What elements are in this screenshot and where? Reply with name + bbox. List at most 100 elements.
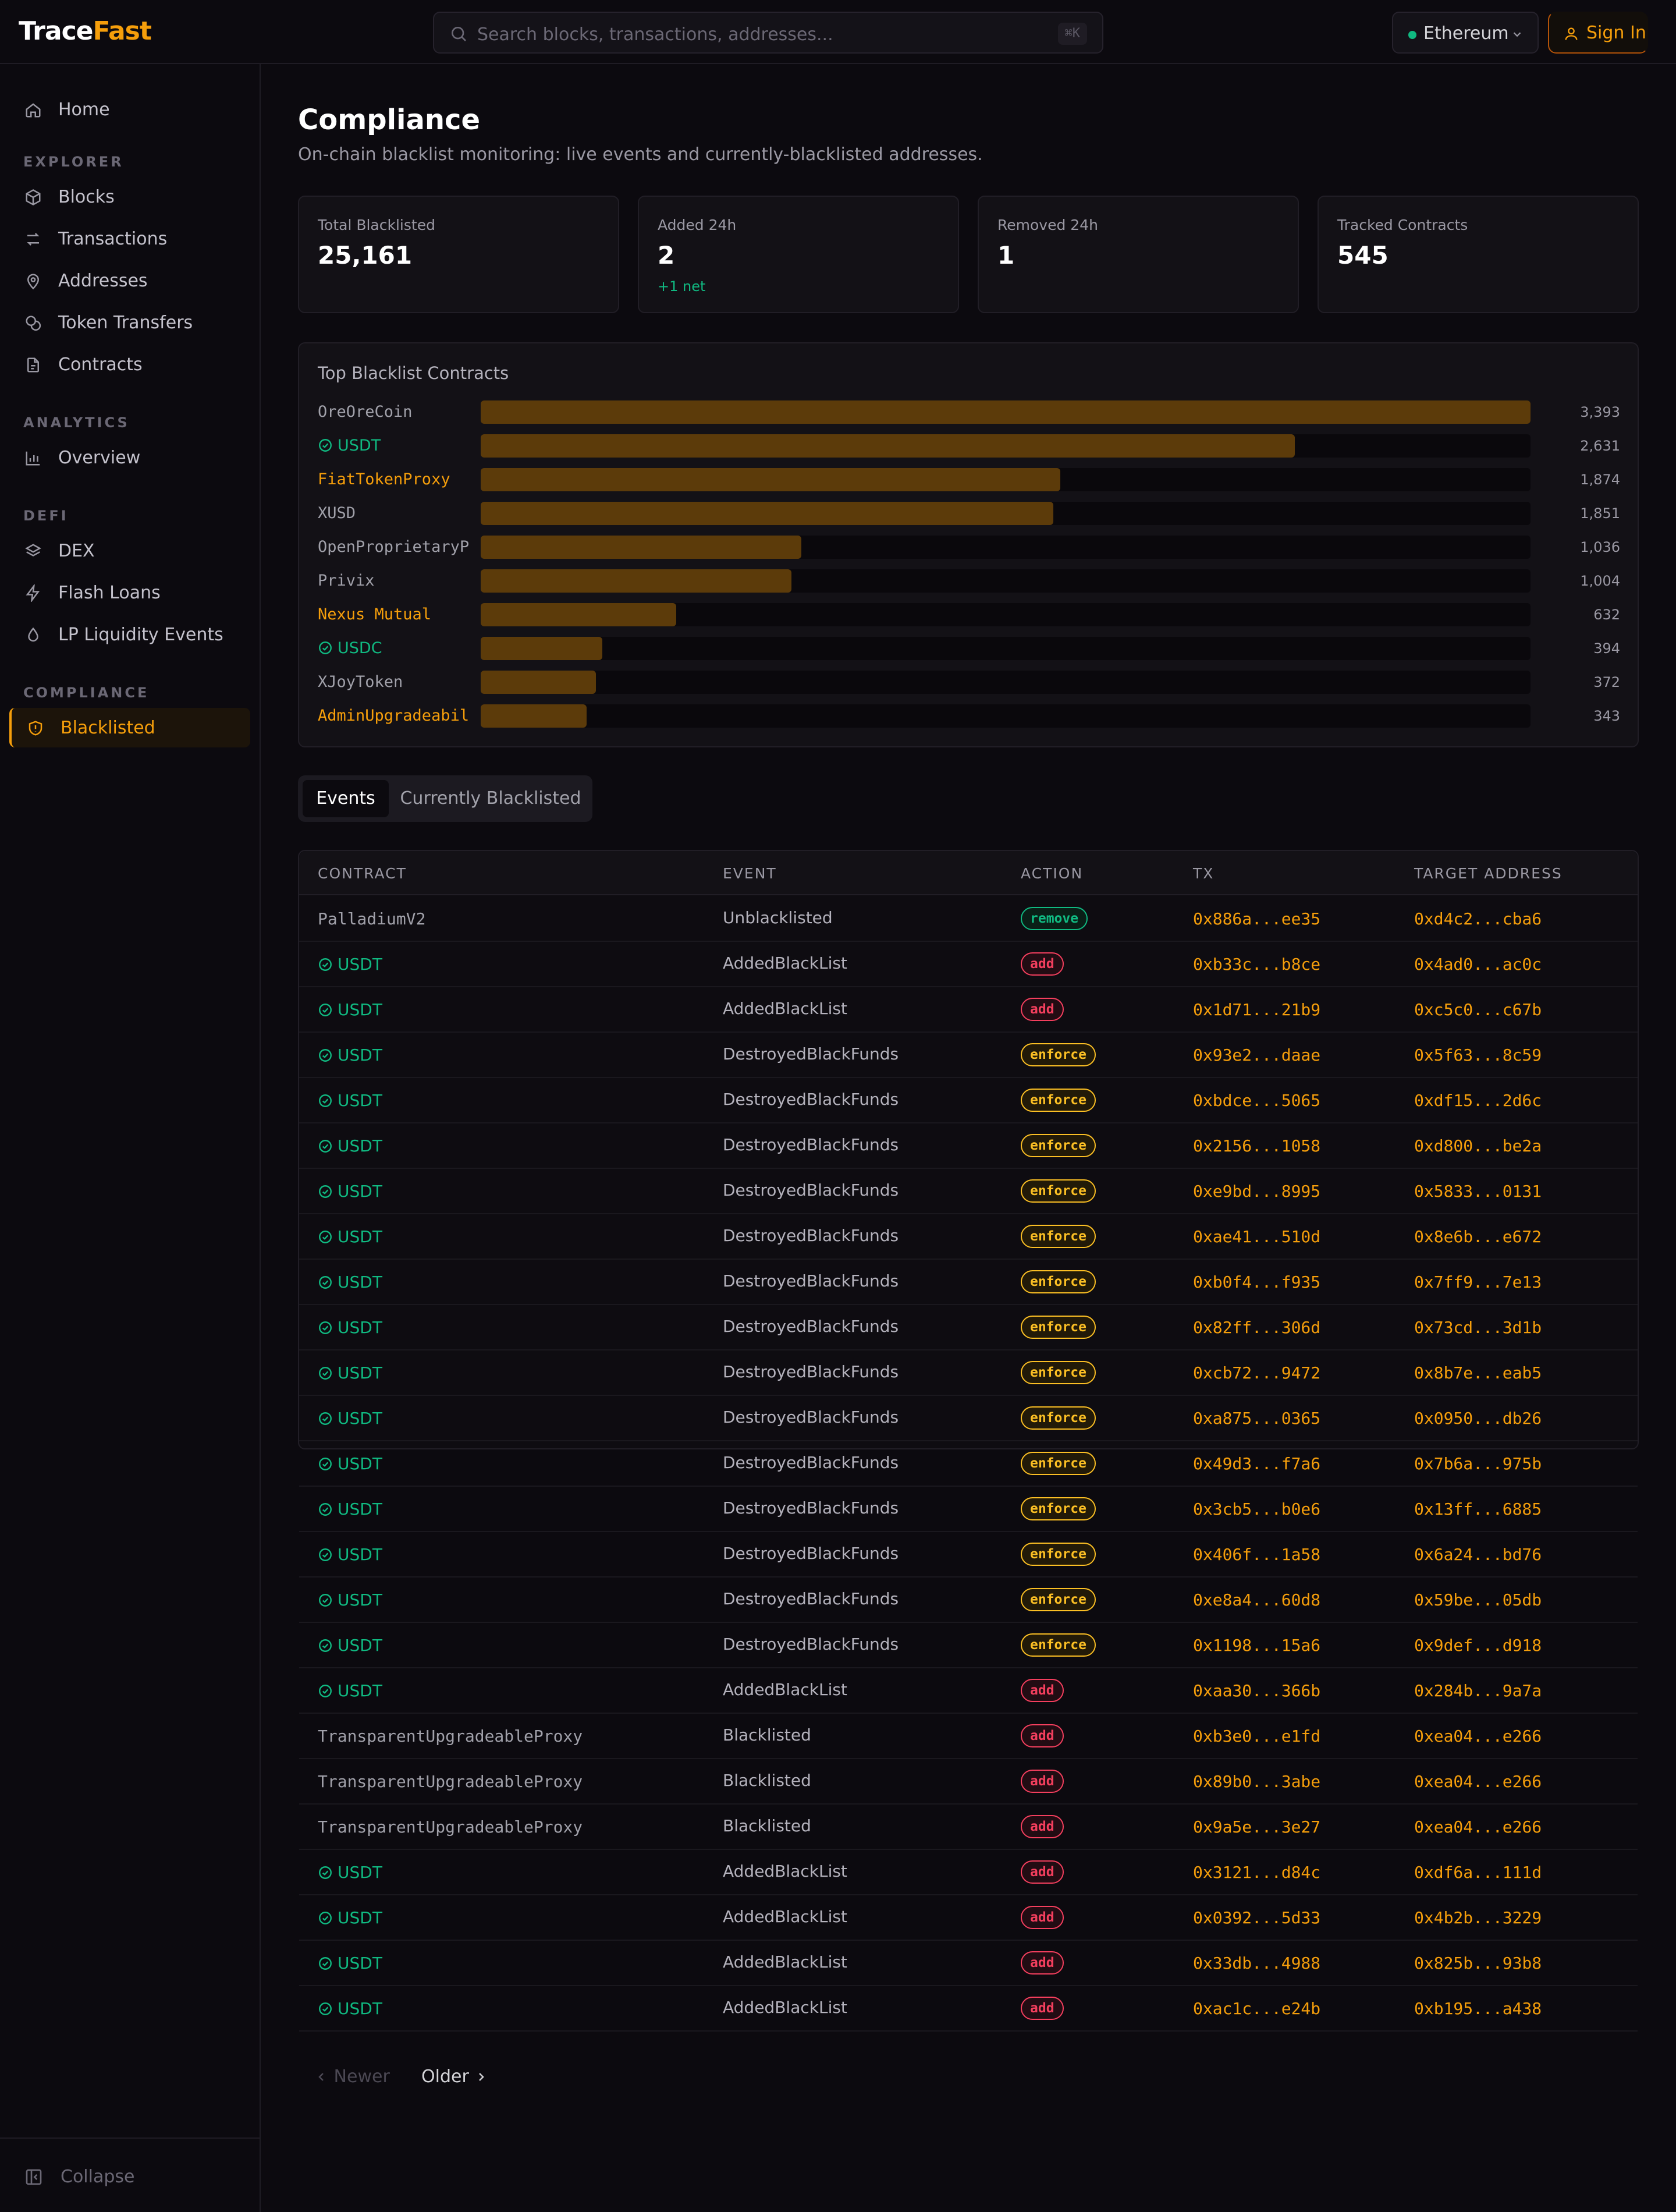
cell-target-address-link[interactable]: 0x4ad0...ac0c — [1414, 955, 1542, 974]
table-row[interactable]: USDT DestroyedBlackFunds enforce 0xbdce...5… — [299, 1078, 1638, 1123]
cell-tx-link[interactable]: 0xae41...510d — [1193, 1227, 1321, 1246]
cell-contract[interactable]: USDT — [318, 1500, 382, 1519]
sign-in-button[interactable]: Sign In — [1548, 12, 1648, 54]
chart-bar-row[interactable]: AdminUpgradeabil 343 — [299, 702, 1638, 730]
cell-contract[interactable]: TransparentUpgradeableProxy — [318, 1727, 583, 1746]
cell-target-address-link[interactable]: 0x59be...05db — [1414, 1590, 1542, 1610]
table-row[interactable]: PalladiumV2 Unblacklisted remove 0x886a...e… — [299, 896, 1638, 942]
table-row[interactable]: USDT DestroyedBlackFunds enforce 0x93e2...d… — [299, 1033, 1638, 1078]
chart-bar-row[interactable]: USDT 2,631 — [299, 432, 1638, 460]
cell-target-address-link[interactable]: 0x8e6b...e672 — [1414, 1227, 1542, 1246]
cell-tx-link[interactable]: 0x886a...ee35 — [1193, 909, 1321, 928]
table-row[interactable]: USDT DestroyedBlackFunds enforce 0x82ff...3… — [299, 1305, 1638, 1350]
sidebar-item-home[interactable]: Home — [9, 90, 250, 129]
cell-contract[interactable]: USDT — [318, 1954, 382, 1973]
cell-target-address-link[interactable]: 0x4b2b...3229 — [1414, 1908, 1542, 1927]
cell-contract[interactable]: USDT — [318, 1636, 382, 1655]
cell-tx-link[interactable]: 0x406f...1a58 — [1193, 1545, 1321, 1564]
cell-tx-link[interactable]: 0x0392...5d33 — [1193, 1908, 1321, 1927]
table-row[interactable]: USDT DestroyedBlackFunds enforce 0xa875...0… — [299, 1396, 1638, 1441]
cell-target-address-link[interactable]: 0x6a24...bd76 — [1414, 1545, 1542, 1564]
cell-contract[interactable]: USDT — [318, 1045, 382, 1065]
cell-tx-link[interactable]: 0x89b0...3abe — [1193, 1772, 1321, 1791]
cell-target-address-link[interactable]: 0xb195...a438 — [1414, 1999, 1542, 2018]
sidebar-item-blacklisted[interactable]: Blacklisted — [9, 708, 250, 747]
cell-tx-link[interactable]: 0xb3e0...e1fd — [1193, 1727, 1321, 1746]
chart-bar-row[interactable]: OpenProprietaryP 1,036 — [299, 533, 1638, 561]
table-row[interactable]: USDT DestroyedBlackFunds enforce 0x49d3...f… — [299, 1441, 1638, 1487]
cell-target-address-link[interactable]: 0xc5c0...c67b — [1414, 1000, 1542, 1019]
cell-target-address-link[interactable]: 0x0950...db26 — [1414, 1409, 1542, 1428]
cell-tx-link[interactable]: 0x82ff...306d — [1193, 1318, 1321, 1337]
table-row[interactable]: TransparentUpgradeableProxy Blacklisted ad… — [299, 1714, 1638, 1759]
cell-contract[interactable]: USDT — [318, 1182, 382, 1201]
sidebar-item-blocks[interactable]: Blocks — [9, 177, 250, 217]
cell-contract[interactable]: PalladiumV2 — [318, 909, 425, 928]
cell-target-address-link[interactable]: 0x284b...9a7a — [1414, 1681, 1542, 1700]
cell-contract[interactable]: USDT — [318, 1318, 382, 1337]
cell-contract[interactable]: USDT — [318, 1363, 382, 1383]
cell-contract[interactable]: USDT — [318, 1545, 382, 1564]
table-row[interactable]: USDT AddedBlackList add 0xb33c...b8ce 0x4ad0… — [299, 942, 1638, 987]
cell-tx-link[interactable]: 0xb33c...b8ce — [1193, 955, 1321, 974]
sidebar-item-token-transfers[interactable]: Token Transfers — [9, 303, 250, 342]
cell-contract[interactable]: USDT — [318, 1999, 382, 2018]
table-row[interactable]: USDT AddedBlackList add 0x33db...4988 0x825b… — [299, 1941, 1638, 1986]
older-page-button[interactable]: Older — [421, 2066, 488, 2087]
cell-tx-link[interactable]: 0x1198...15a6 — [1193, 1636, 1321, 1655]
cell-contract[interactable]: USDT — [318, 1136, 382, 1155]
cell-contract[interactable]: USDT — [318, 1091, 382, 1110]
cell-contract[interactable]: USDT — [318, 1227, 382, 1246]
cell-target-address-link[interactable]: 0x9def...d918 — [1414, 1636, 1542, 1655]
table-row[interactable]: USDT DestroyedBlackFunds enforce 0x2156...1… — [299, 1123, 1638, 1169]
cell-target-address-link[interactable]: 0xdf6a...111d — [1414, 1863, 1542, 1882]
sidebar-item-overview[interactable]: Overview — [9, 438, 250, 477]
cell-tx-link[interactable]: 0x3121...d84c — [1193, 1863, 1321, 1882]
table-row[interactable]: USDT DestroyedBlackFunds enforce 0x1198...1… — [299, 1623, 1638, 1668]
collapse-sidebar-button[interactable]: Collapse — [0, 2137, 260, 2212]
cell-tx-link[interactable]: 0xe8a4...60d8 — [1193, 1590, 1321, 1610]
cell-tx-link[interactable]: 0x93e2...daae — [1193, 1045, 1321, 1065]
cell-contract[interactable]: USDT — [318, 1863, 382, 1882]
sidebar-item-transactions[interactable]: Transactions — [9, 219, 250, 258]
table-row[interactable]: USDT DestroyedBlackFunds enforce 0x3cb5...b… — [299, 1487, 1638, 1532]
cell-tx-link[interactable]: 0x33db...4988 — [1193, 1954, 1321, 1973]
cell-tx-link[interactable]: 0xbdce...5065 — [1193, 1091, 1321, 1110]
cell-target-address-link[interactable]: 0x5f63...8c59 — [1414, 1045, 1542, 1065]
cell-contract[interactable]: TransparentUpgradeableProxy — [318, 1772, 583, 1791]
cell-tx-link[interactable]: 0xaa30...366b — [1193, 1681, 1321, 1700]
table-row[interactable]: USDT DestroyedBlackFunds enforce 0x406f...1… — [299, 1532, 1638, 1578]
cell-contract[interactable]: USDT — [318, 1908, 382, 1927]
chart-bar-row[interactable]: XUSD 1,851 — [299, 499, 1638, 527]
cell-contract[interactable]: USDT — [318, 1409, 382, 1428]
cell-contract[interactable]: USDT — [318, 1681, 382, 1700]
cell-tx-link[interactable]: 0x9a5e...3e27 — [1193, 1817, 1321, 1837]
table-row[interactable]: USDT DestroyedBlackFunds enforce 0xe9bd...8… — [299, 1169, 1638, 1214]
cell-target-address-link[interactable]: 0x7ff9...7e13 — [1414, 1272, 1542, 1292]
chart-bar-row[interactable]: Nexus Mutual 632 — [299, 601, 1638, 629]
cell-tx-link[interactable]: 0x49d3...f7a6 — [1193, 1454, 1321, 1473]
cell-target-address-link[interactable]: 0xea04...e266 — [1414, 1727, 1542, 1746]
sidebar-item-dex[interactable]: DEX — [9, 531, 250, 570]
table-row[interactable]: USDT AddedBlackList add 0xaa30...366b 0x284b… — [299, 1668, 1638, 1714]
cell-tx-link[interactable]: 0xcb72...9472 — [1193, 1363, 1321, 1383]
table-row[interactable]: TransparentUpgradeableProxy Blacklisted ad… — [299, 1759, 1638, 1805]
table-row[interactable]: USDT DestroyedBlackFunds enforce 0xcb72...9… — [299, 1350, 1638, 1396]
cell-target-address-link[interactable]: 0xd800...be2a — [1414, 1136, 1542, 1155]
cell-contract[interactable]: TransparentUpgradeableProxy — [318, 1817, 583, 1837]
table-row[interactable]: USDT DestroyedBlackFunds enforce 0xe8a4...6… — [299, 1578, 1638, 1623]
cell-target-address-link[interactable]: 0xea04...e266 — [1414, 1817, 1542, 1837]
table-row[interactable]: TransparentUpgradeableProxy Blacklisted ad… — [299, 1805, 1638, 1850]
cell-tx-link[interactable]: 0x2156...1058 — [1193, 1136, 1321, 1155]
tab-currently-blacklisted[interactable]: Currently Blacklisted — [400, 788, 581, 809]
cell-target-address-link[interactable]: 0x825b...93b8 — [1414, 1954, 1542, 1973]
cell-target-address-link[interactable]: 0x7b6a...975b — [1414, 1454, 1542, 1473]
cell-tx-link[interactable]: 0xe9bd...8995 — [1193, 1182, 1321, 1201]
chart-bar-row[interactable]: OreOreCoin 3,393 — [299, 398, 1638, 426]
cell-contract[interactable]: USDT — [318, 955, 382, 974]
chart-bar-row[interactable]: Privix 1,004 — [299, 567, 1638, 595]
chart-bar-row[interactable]: USDC 394 — [299, 634, 1638, 662]
cell-tx-link[interactable]: 0xb0f4...f935 — [1193, 1272, 1321, 1292]
cell-contract[interactable]: USDT — [318, 1590, 382, 1610]
cell-contract[interactable]: USDT — [318, 1454, 382, 1473]
